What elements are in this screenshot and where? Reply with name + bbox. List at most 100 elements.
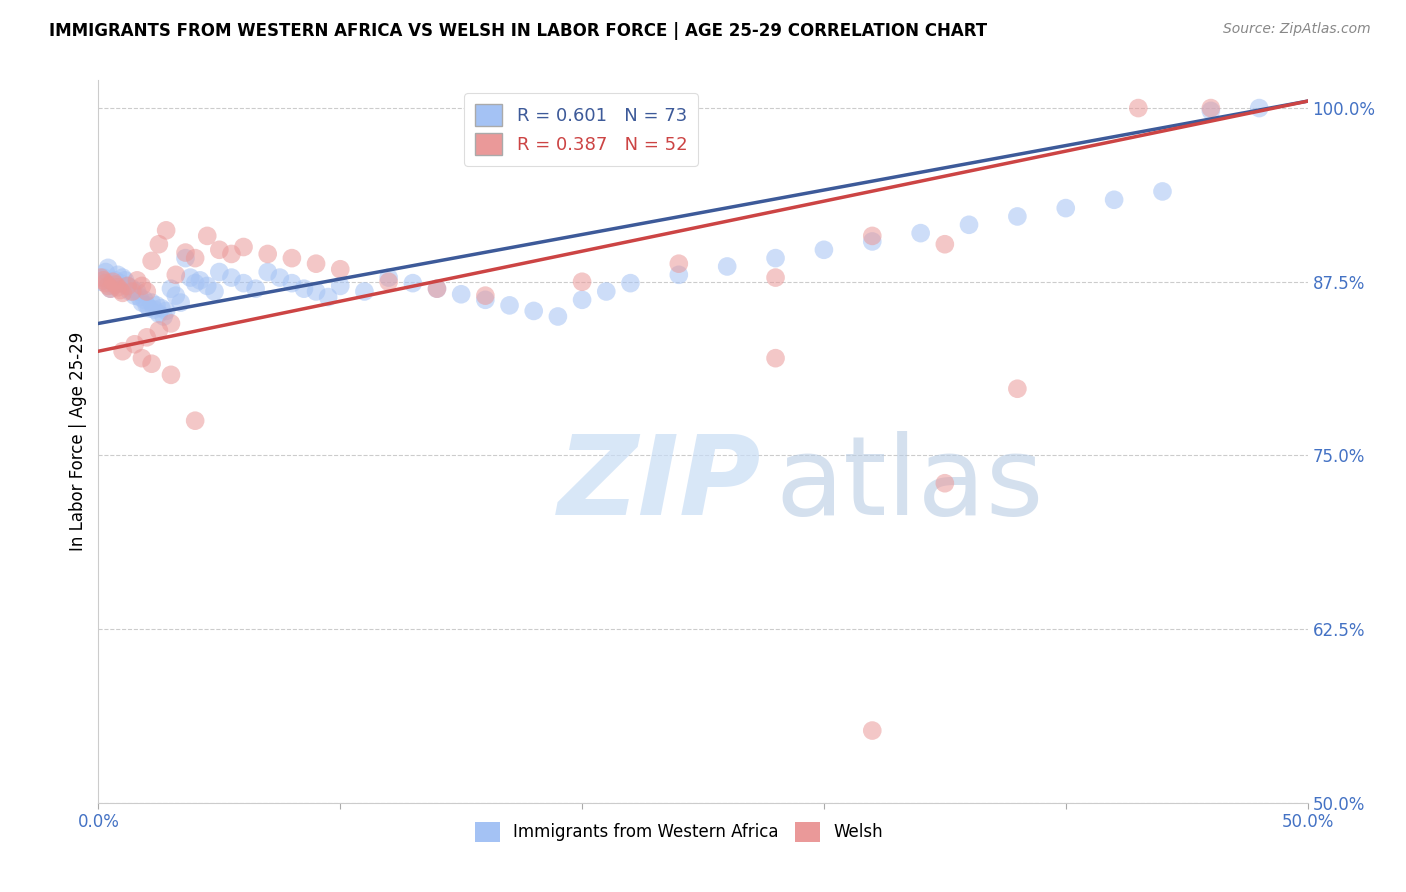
Immigrants from Western Africa <box>124 288 146 302</box>
Welsh <box>111 344 134 359</box>
Welsh <box>765 351 787 366</box>
Immigrants from Western Africa <box>135 298 157 312</box>
Welsh <box>101 275 124 289</box>
Immigrants from Western Africa <box>305 285 328 299</box>
Immigrants from Western Africa <box>1102 193 1125 207</box>
Immigrants from Western Africa <box>281 276 304 290</box>
Welsh <box>232 240 254 254</box>
Welsh <box>184 251 207 265</box>
Legend: Immigrants from Western Africa, Welsh: Immigrants from Western Africa, Welsh <box>468 815 890 848</box>
Y-axis label: In Labor Force | Age 25-29: In Labor Force | Age 25-29 <box>69 332 87 551</box>
Immigrants from Western Africa <box>94 265 117 279</box>
Welsh <box>860 723 883 738</box>
Immigrants from Western Africa <box>184 276 207 290</box>
Text: IMMIGRANTS FROM WESTERN AFRICA VS WELSH IN LABOR FORCE | AGE 25-29 CORRELATION C: IMMIGRANTS FROM WESTERN AFRICA VS WELSH … <box>49 22 987 40</box>
Immigrants from Western Africa <box>860 235 883 249</box>
Immigrants from Western Africa <box>256 265 278 279</box>
Welsh <box>1128 101 1150 115</box>
Immigrants from Western Africa <box>813 243 835 257</box>
Immigrants from Western Africa <box>208 265 231 279</box>
Welsh <box>131 279 153 293</box>
Immigrants from Western Africa <box>138 301 160 315</box>
Immigrants from Western Africa <box>152 310 174 324</box>
Immigrants from Western Africa <box>165 288 187 302</box>
Welsh <box>148 323 170 337</box>
Immigrants from Western Africa <box>188 273 211 287</box>
Immigrants from Western Africa <box>91 270 114 285</box>
Welsh <box>184 414 207 428</box>
Immigrants from Western Africa <box>269 270 291 285</box>
Welsh <box>934 237 956 252</box>
Welsh <box>174 245 197 260</box>
Welsh <box>208 243 231 257</box>
Immigrants from Western Africa <box>128 290 150 304</box>
Immigrants from Western Africa <box>245 282 267 296</box>
Immigrants from Western Africa <box>118 285 141 299</box>
Immigrants from Western Africa <box>957 218 980 232</box>
Immigrants from Western Africa <box>619 276 641 290</box>
Immigrants from Western Africa <box>292 282 315 296</box>
Welsh <box>165 268 187 282</box>
Immigrants from Western Africa <box>329 279 352 293</box>
Welsh <box>135 285 157 299</box>
Immigrants from Western Africa <box>114 273 136 287</box>
Welsh <box>474 288 496 302</box>
Immigrants from Western Africa <box>1007 210 1029 224</box>
Immigrants from Western Africa <box>353 285 375 299</box>
Immigrants from Western Africa <box>765 251 787 265</box>
Immigrants from Western Africa <box>204 285 226 299</box>
Immigrants from Western Africa <box>111 270 134 285</box>
Welsh <box>148 237 170 252</box>
Welsh <box>127 273 149 287</box>
Welsh <box>377 275 399 289</box>
Welsh <box>281 251 304 265</box>
Welsh <box>107 280 129 294</box>
Welsh <box>131 351 153 366</box>
Immigrants from Western Africa <box>169 295 191 310</box>
Immigrants from Western Africa <box>150 301 173 315</box>
Immigrants from Western Africa <box>131 295 153 310</box>
Immigrants from Western Africa <box>90 275 112 289</box>
Immigrants from Western Africa <box>121 282 143 296</box>
Welsh <box>1007 382 1029 396</box>
Immigrants from Western Africa <box>595 285 617 299</box>
Welsh <box>256 247 278 261</box>
Welsh <box>305 257 328 271</box>
Immigrants from Western Africa <box>668 268 690 282</box>
Immigrants from Western Africa <box>1199 103 1222 118</box>
Immigrants from Western Africa <box>117 279 139 293</box>
Welsh <box>117 279 139 293</box>
Text: atlas: atlas <box>776 432 1045 539</box>
Welsh <box>124 337 146 351</box>
Immigrants from Western Africa <box>179 270 201 285</box>
Immigrants from Western Africa <box>910 226 932 240</box>
Immigrants from Western Africa <box>1054 201 1077 215</box>
Immigrants from Western Africa <box>148 307 170 321</box>
Immigrants from Western Africa <box>155 304 177 318</box>
Welsh <box>426 282 449 296</box>
Immigrants from Western Africa <box>143 302 166 317</box>
Immigrants from Western Africa <box>97 260 120 275</box>
Welsh <box>1199 101 1222 115</box>
Immigrants from Western Africa <box>232 276 254 290</box>
Immigrants from Western Africa <box>101 279 124 293</box>
Immigrants from Western Africa <box>498 298 520 312</box>
Immigrants from Western Africa <box>107 268 129 282</box>
Welsh <box>90 270 112 285</box>
Immigrants from Western Africa <box>134 293 156 307</box>
Welsh <box>668 257 690 271</box>
Welsh <box>155 223 177 237</box>
Immigrants from Western Africa <box>1249 101 1271 115</box>
Immigrants from Western Africa <box>141 295 163 310</box>
Welsh <box>160 368 183 382</box>
Welsh <box>221 247 243 261</box>
Welsh <box>195 228 218 243</box>
Text: ZIP: ZIP <box>558 432 762 539</box>
Immigrants from Western Africa <box>426 282 449 296</box>
Immigrants from Western Africa <box>547 310 569 324</box>
Immigrants from Western Africa <box>474 293 496 307</box>
Immigrants from Western Africa <box>450 287 472 301</box>
Immigrants from Western Africa <box>316 290 339 304</box>
Welsh <box>97 279 120 293</box>
Welsh <box>111 285 134 300</box>
